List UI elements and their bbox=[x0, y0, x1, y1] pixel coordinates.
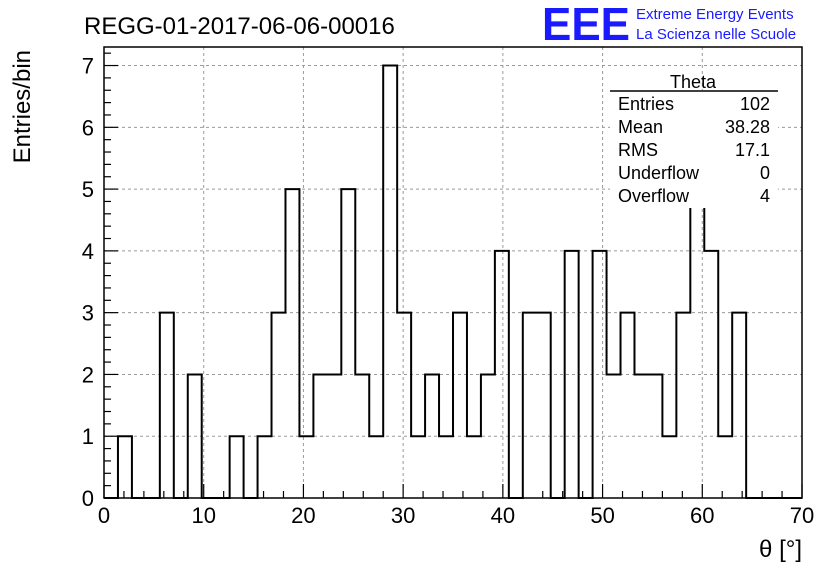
y-tick-label: 7 bbox=[82, 54, 94, 79]
stats-box-background bbox=[610, 90, 778, 208]
stats-overflow-value: 4 bbox=[760, 186, 770, 206]
y-tick-label: 0 bbox=[82, 486, 94, 511]
eee-logo-line1: Extreme Energy Events bbox=[636, 6, 794, 23]
eee-logo-mark: EEE bbox=[542, 0, 630, 50]
stats-rms-value: 17.1 bbox=[735, 140, 770, 160]
chart-title: REGG-01-2017-06-06-00016 bbox=[84, 13, 395, 40]
stats-box-title: Theta bbox=[670, 72, 717, 92]
eee-logo: EEE Extreme Energy Events La Scienza nel… bbox=[542, 0, 796, 50]
x-tick-label: 70 bbox=[790, 503, 814, 528]
stats-mean-value: 38.28 bbox=[725, 117, 770, 137]
y-tick-label: 1 bbox=[82, 424, 94, 449]
y-axis-title: Entries/bin bbox=[9, 50, 36, 163]
y-tick-label: 6 bbox=[82, 115, 94, 140]
y-tick-label: 3 bbox=[82, 301, 94, 326]
stats-entries-value: 102 bbox=[740, 94, 770, 114]
x-tick-label: 60 bbox=[690, 503, 714, 528]
plot-frame bbox=[103, 46, 803, 499]
x-tick-label: 0 bbox=[98, 503, 110, 528]
x-tick-label: 20 bbox=[291, 503, 315, 528]
stats-underflow-value: 0 bbox=[760, 163, 770, 183]
stats-overflow-label: Overflow bbox=[618, 186, 690, 206]
histogram-outline bbox=[104, 64, 802, 499]
stats-underflow-label: Underflow bbox=[618, 163, 700, 183]
x-tick-label: 30 bbox=[391, 503, 415, 528]
axis-ticks bbox=[103, 52, 803, 499]
stats-rms-label: RMS bbox=[618, 140, 658, 160]
x-tick-label: 40 bbox=[491, 503, 515, 528]
y-tick-label: 4 bbox=[82, 239, 94, 264]
x-axis-title: θ [°] bbox=[759, 536, 802, 563]
x-tick-label: 50 bbox=[590, 503, 614, 528]
y-tick-label: 2 bbox=[82, 362, 94, 387]
stats-box: Theta Entries 102 Mean 38.28 RMS 17.1 Un… bbox=[610, 72, 778, 208]
x-tick-label: 10 bbox=[191, 503, 215, 528]
stats-entries-label: Entries bbox=[618, 94, 674, 114]
stats-mean-label: Mean bbox=[618, 117, 663, 137]
eee-logo-line2: La Scienza nelle Scuole bbox=[636, 26, 796, 43]
y-tick-label: 5 bbox=[82, 177, 94, 202]
